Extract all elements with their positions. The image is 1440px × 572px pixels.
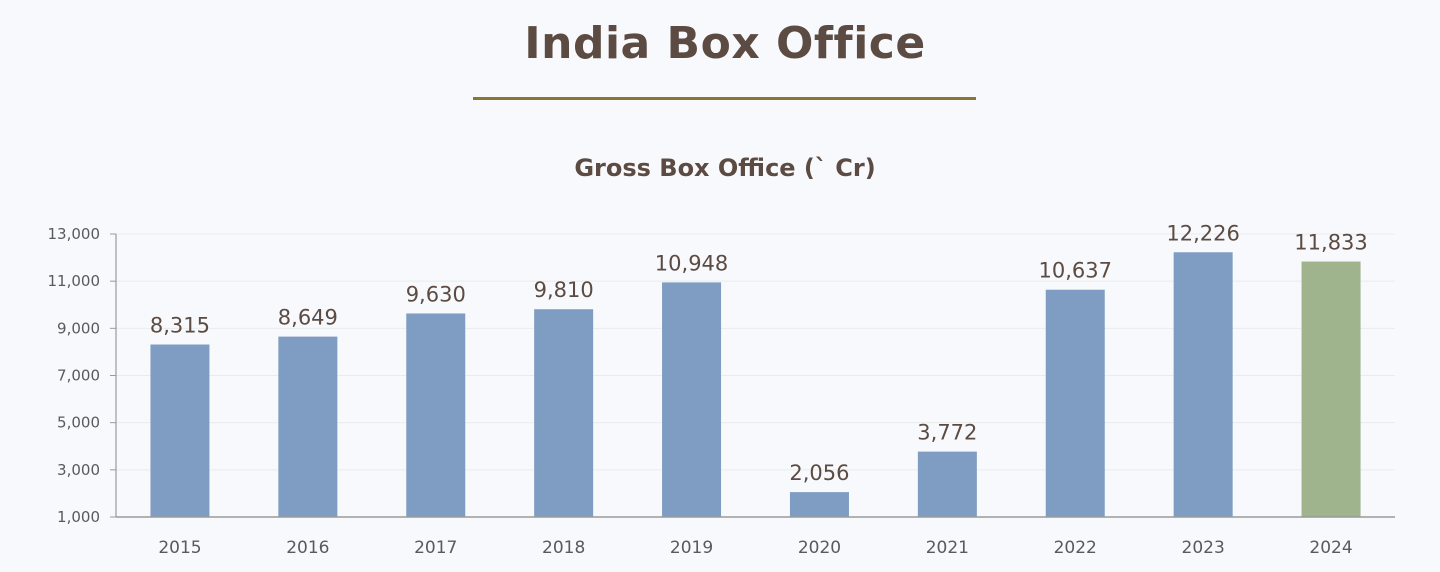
y-tick-label: 11,000	[48, 272, 101, 290]
data-label-2022: 10,637	[1039, 259, 1112, 283]
data-label-2018: 9,810	[534, 278, 594, 302]
y-tick-label: 9,000	[57, 319, 100, 337]
bar-2020	[789, 492, 849, 517]
bar-2022	[1045, 289, 1105, 517]
bar-2016	[278, 336, 338, 517]
x-tick-label-2018: 2018	[542, 538, 585, 558]
x-tick-label-2019: 2019	[670, 538, 713, 558]
y-tick-label: 13,000	[48, 225, 101, 243]
y-tick-label: 3,000	[57, 461, 100, 479]
x-tick-label-2022: 2022	[1054, 538, 1097, 558]
title-divider	[473, 97, 976, 100]
data-label-2017: 9,630	[406, 282, 466, 306]
bar-2019	[662, 282, 722, 517]
y-tick-label: 1,000	[57, 508, 100, 526]
bar-2017	[406, 313, 466, 517]
x-tick-label-2023: 2023	[1182, 538, 1225, 558]
bar-2024	[1301, 261, 1361, 517]
chart-title: Gross Box Office (` Cr)	[574, 154, 876, 182]
bar-2018	[534, 309, 594, 517]
y-tick-label: 5,000	[57, 414, 100, 432]
page-title: India Box Office	[524, 18, 926, 69]
data-label-2021: 3,772	[917, 421, 977, 445]
bar-2021	[917, 451, 977, 517]
data-label-2020: 2,056	[789, 461, 849, 485]
data-label-2023: 12,226	[1166, 221, 1239, 245]
x-tick-label-2020: 2020	[798, 538, 841, 558]
bar-2015	[150, 344, 210, 517]
data-label-2024: 11,833	[1294, 231, 1367, 255]
x-tick-label-2021: 2021	[926, 538, 969, 558]
data-label-2016: 8,649	[278, 306, 338, 330]
y-tick-label: 7,000	[57, 367, 100, 385]
x-tick-label-2024: 2024	[1309, 538, 1352, 558]
x-tick-label-2017: 2017	[414, 538, 457, 558]
bar-2023	[1173, 252, 1233, 518]
data-label-2019: 10,948	[655, 251, 728, 275]
data-label-2015: 8,315	[150, 313, 210, 337]
x-tick-label-2016: 2016	[286, 538, 329, 558]
x-tick-label-2015: 2015	[158, 538, 201, 558]
